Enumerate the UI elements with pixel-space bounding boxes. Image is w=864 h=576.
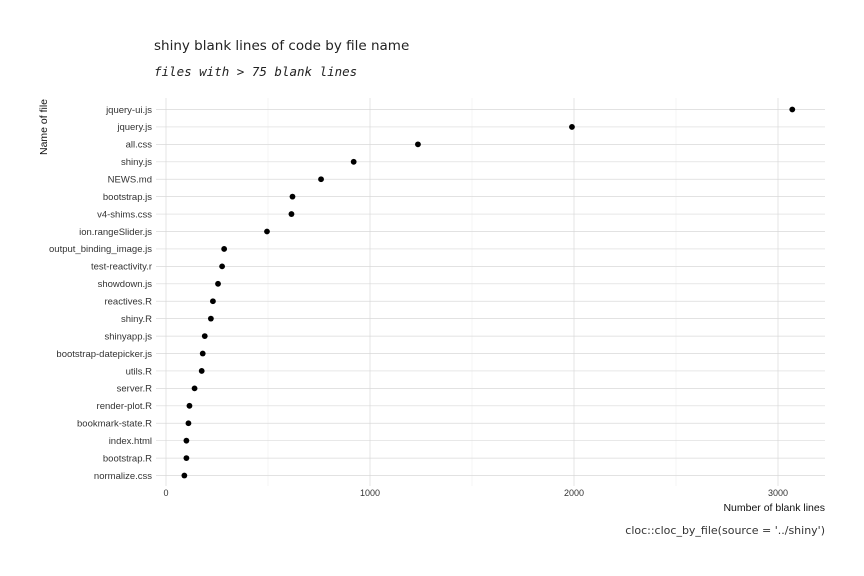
y-tick-label: bootstrap.R xyxy=(103,453,152,464)
chart-title: shiny blank lines of code by file name xyxy=(154,38,409,54)
y-tick-label: render-plot.R xyxy=(97,401,153,412)
data-point xyxy=(219,263,226,270)
y-tick-label: shiny.js xyxy=(121,157,152,168)
x-tick-label: 2000 xyxy=(564,488,584,498)
y-tick-label: jquery-ui.js xyxy=(105,105,152,116)
data-point xyxy=(186,402,193,409)
y-tick-label: jquery.js xyxy=(116,122,152,133)
chart-caption: cloc::cloc_by_file(source = '../shiny') xyxy=(625,524,825,537)
y-tick-label: NEWS.md xyxy=(108,175,152,186)
grid xyxy=(156,98,825,486)
y-tick-label: bootstrap.js xyxy=(103,192,152,203)
data-point xyxy=(215,280,221,287)
data-point xyxy=(185,420,192,427)
data-point xyxy=(191,385,198,392)
data-point xyxy=(210,298,216,305)
y-tick-label: ion.rangeSlider.js xyxy=(79,227,152,238)
x-tick-labels: 0 1000 2000 3000 xyxy=(163,488,788,498)
data-point xyxy=(569,124,575,130)
data-point xyxy=(350,158,357,165)
y-tick-label: showdown.js xyxy=(98,279,153,290)
x-tick-label: 1000 xyxy=(360,488,380,498)
data-point xyxy=(415,141,421,148)
x-tick-label: 0 xyxy=(163,488,168,498)
x-tick-label: 3000 xyxy=(768,488,788,498)
data-point xyxy=(789,106,796,113)
data-point xyxy=(183,437,190,444)
y-tick-label: reactives.R xyxy=(104,297,152,308)
data-points xyxy=(181,106,796,479)
y-tick-label: index.html xyxy=(109,436,152,447)
data-point xyxy=(198,368,205,374)
data-point xyxy=(289,193,296,200)
data-point xyxy=(207,315,214,322)
y-axis-title: Name of file xyxy=(38,99,50,155)
data-point xyxy=(318,176,324,183)
data-point xyxy=(264,228,270,235)
y-tick-label: v4-shims.css xyxy=(97,209,152,220)
y-tick-label: shinyapp.js xyxy=(104,331,152,342)
y-tick-label: server.R xyxy=(117,384,153,395)
y-tick-label: shiny.R xyxy=(121,314,152,325)
x-axis-title: Number of blank lines xyxy=(723,502,825,514)
chart-subtitle: files with > 75 blank lines xyxy=(154,64,357,79)
y-tick-label: all.css xyxy=(126,140,153,151)
data-point xyxy=(201,333,208,339)
data-point xyxy=(181,472,188,479)
y-tick-label: test-reactivity.r xyxy=(91,262,152,273)
data-point xyxy=(199,350,206,357)
y-tick-label: bookmark-state.R xyxy=(77,419,152,430)
data-point xyxy=(221,246,228,252)
y-tick-label: utils.R xyxy=(126,366,153,377)
y-tick-labels: jquery-ui.js jquery.js all.css shiny.js NEWS… xyxy=(49,105,152,482)
data-point xyxy=(288,211,295,217)
y-tick-label: bootstrap-datepicker.js xyxy=(56,349,152,360)
y-tick-label: normalize.css xyxy=(94,471,152,482)
data-point xyxy=(183,455,190,461)
y-tick-label: output_binding_image.js xyxy=(49,244,152,255)
